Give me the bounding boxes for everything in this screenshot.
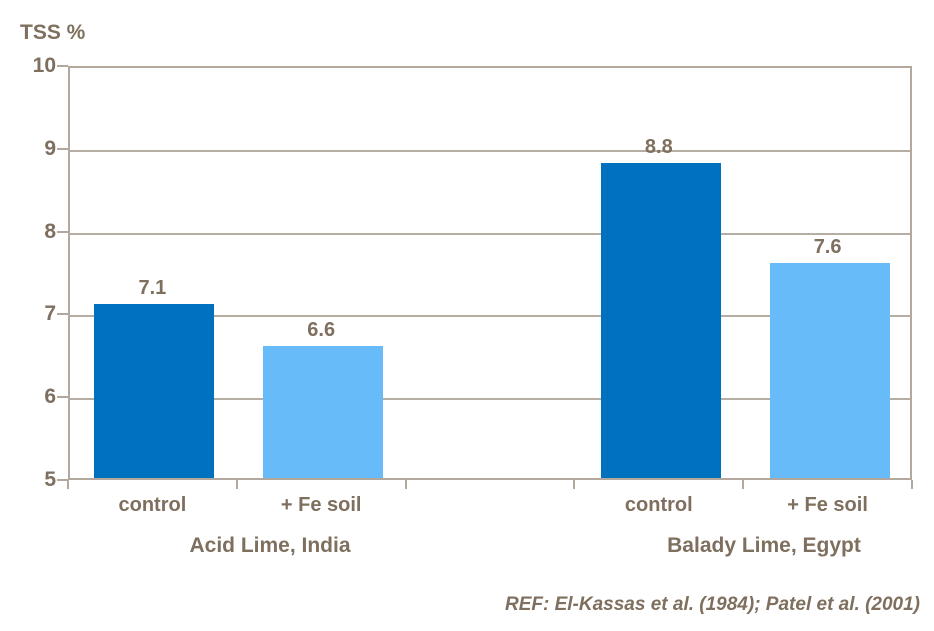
x-tick-mark-4 [742, 480, 745, 489]
bar-acid-lime-india-control [94, 304, 215, 478]
x-tick-mark-0 [67, 480, 69, 489]
x-tick-mark-3 [573, 480, 576, 489]
bar-balady-lime-egypt-control [600, 163, 721, 478]
x-category-label: control [624, 494, 693, 516]
y-tick-mark-10 [57, 65, 68, 67]
y-tick-mark-9 [57, 147, 68, 150]
gridline-y-6 [70, 398, 910, 401]
bar-value-label: 7.1 [138, 277, 167, 300]
x-tick-mark-2 [404, 480, 407, 489]
group-label-0: Acid Lime, India [189, 534, 351, 557]
y-tick-mark-8 [57, 230, 68, 233]
bar-value-label: 7.6 [813, 235, 842, 258]
bar-value-label: 8.8 [644, 136, 673, 159]
gridline-y-7 [70, 315, 910, 318]
gridline-y-9 [70, 149, 910, 152]
bar-value-label: 6.6 [307, 318, 336, 341]
y-tick-mark-6 [57, 396, 68, 399]
y-tick-label-7: 7 [44, 302, 56, 326]
y-tick-mark-7 [57, 313, 68, 316]
y-tick-label-10: 10 [32, 54, 56, 77]
x-category-label: + Fe soil [787, 494, 868, 516]
bar-balady-lime-egypt--fe-soil [769, 262, 890, 478]
x-tick-mark-1 [235, 480, 238, 489]
reference-note: REF: El-Kassas et al. (1984); Patel et a… [504, 594, 920, 615]
bar-acid-lime-india--fe-soil [263, 345, 384, 478]
x-tick-mark-5 [911, 480, 913, 489]
x-category-label: control [118, 494, 187, 516]
y-tick-label-6: 6 [44, 385, 56, 409]
plot-area [68, 66, 912, 480]
x-category-label: + Fe soil [280, 494, 362, 516]
y-axis-title: TSS % [20, 21, 86, 44]
y-tick-label-5: 5 [44, 468, 56, 491]
group-label-1: Balady Lime, Egypt [667, 534, 861, 557]
y-tick-label-9: 9 [44, 136, 56, 160]
y-tick-mark-5 [57, 479, 68, 481]
y-tick-label-8: 8 [44, 219, 56, 243]
gridline-y-8 [70, 232, 910, 235]
